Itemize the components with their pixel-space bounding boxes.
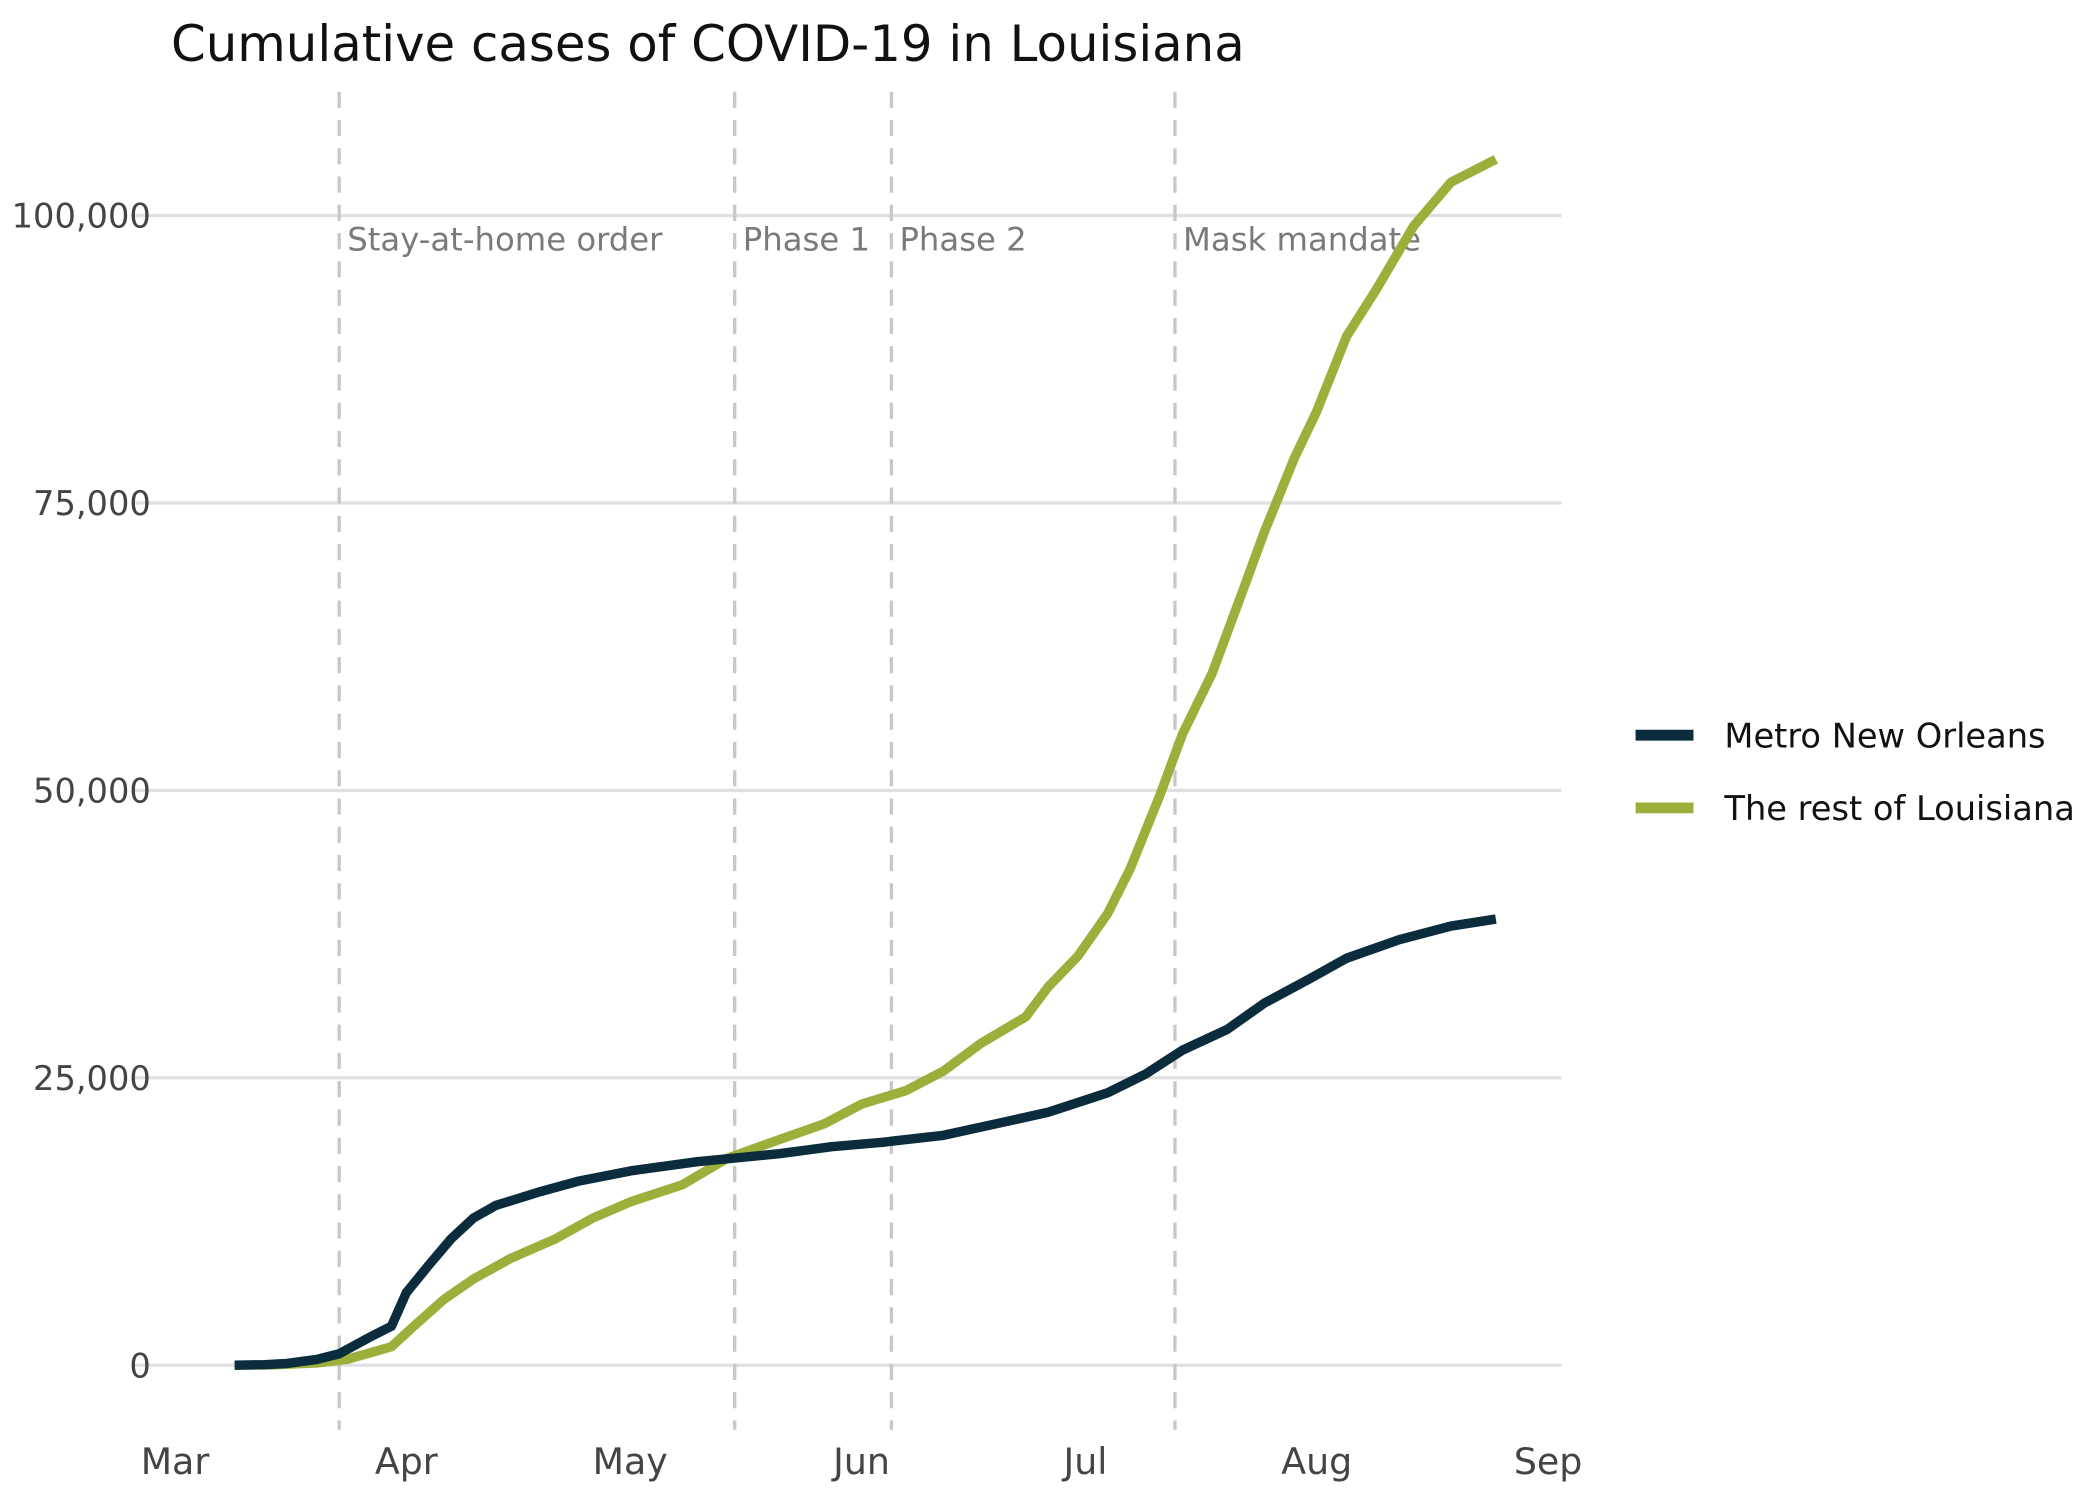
series-line-rest-of-louisiana xyxy=(234,155,1498,1370)
x-tick-label: May xyxy=(593,1440,668,1483)
event-label: Phase 2 xyxy=(899,221,1026,259)
legend-label: Metro New Orleans xyxy=(1724,716,2045,755)
x-tick-label: Mar xyxy=(141,1440,210,1483)
series-line-metro-new-orleans xyxy=(234,914,1497,1370)
x-tick-label: Jul xyxy=(1061,1440,1107,1483)
event-label: Stay-at-home order xyxy=(347,221,663,259)
y-tick-label: 75,000 xyxy=(33,484,151,523)
event-label: Mask mandate xyxy=(1183,221,1421,259)
legend-label: The rest of Louisiana xyxy=(1723,789,2074,828)
x-tick-label: Sep xyxy=(1514,1440,1582,1483)
y-tick-label: 50,000 xyxy=(33,772,151,811)
x-tick-label: Apr xyxy=(375,1440,438,1483)
x-tick-label: Jun xyxy=(831,1440,890,1483)
x-tick-label: Aug xyxy=(1281,1440,1352,1483)
event-label: Phase 1 xyxy=(743,221,870,259)
y-tick-label: 0 xyxy=(129,1346,150,1385)
y-tick-label: 25,000 xyxy=(33,1059,151,1098)
chart-title: Cumulative cases of COVID-19 in Louisian… xyxy=(171,15,1245,73)
y-tick-label: 100,000 xyxy=(12,197,151,236)
